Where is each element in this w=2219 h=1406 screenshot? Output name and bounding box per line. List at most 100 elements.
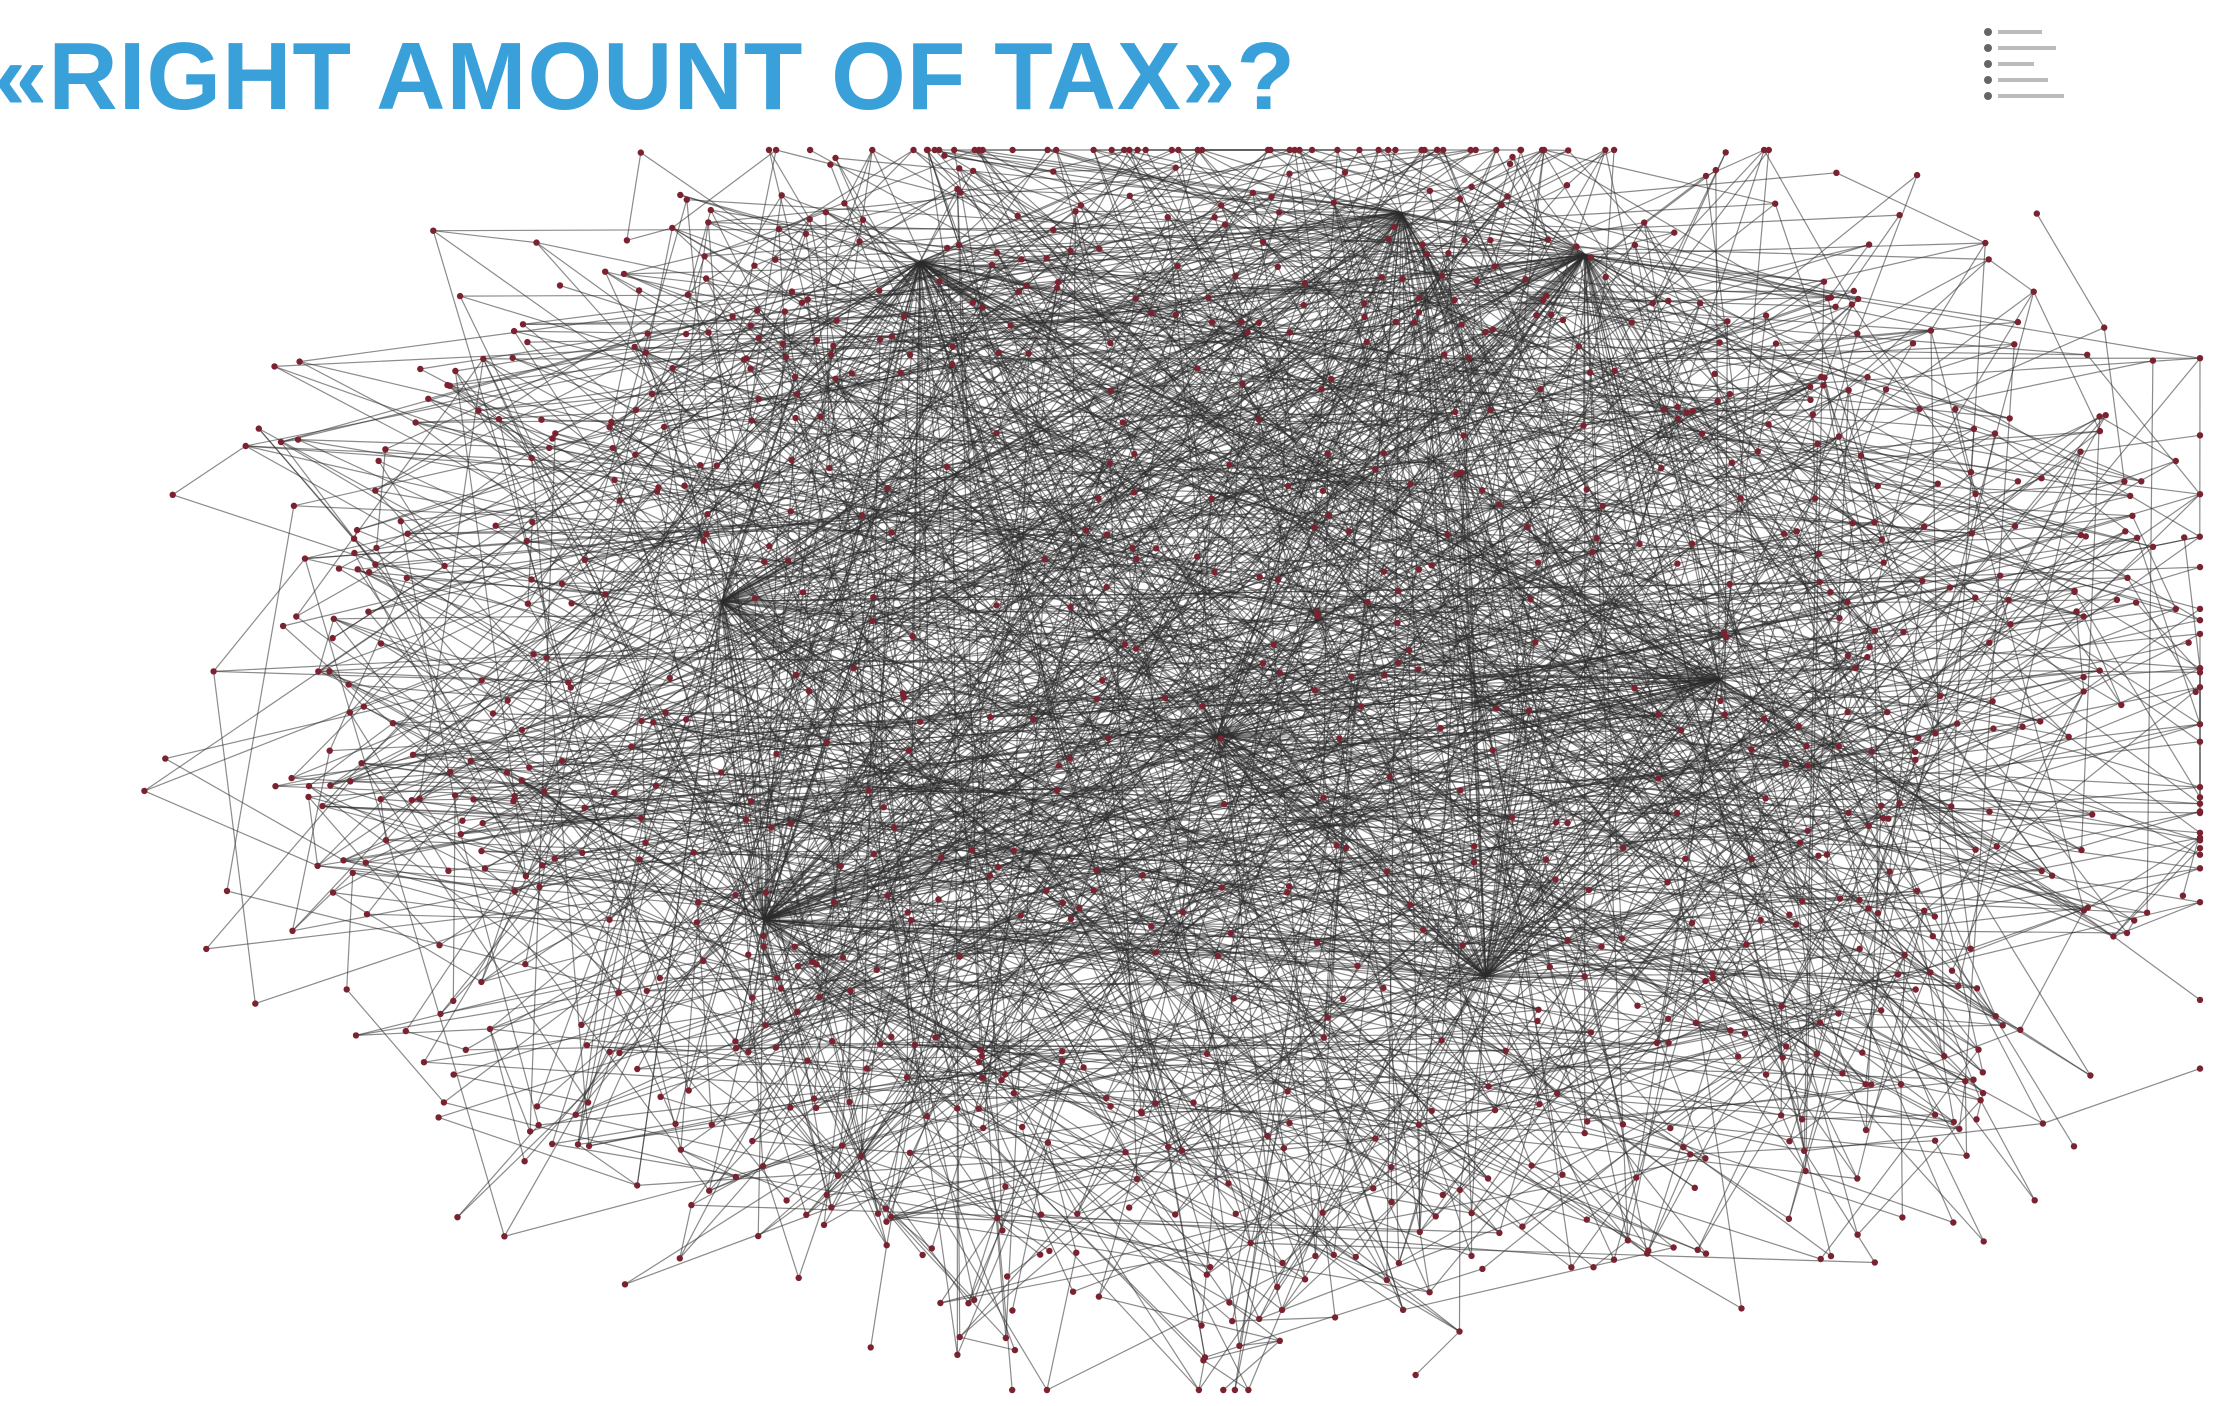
node <box>1793 921 1799 927</box>
node <box>860 217 866 223</box>
node <box>1419 241 1425 247</box>
node <box>1993 1013 1999 1019</box>
node <box>1009 147 1015 153</box>
node <box>773 751 779 757</box>
node <box>1485 1175 1491 1181</box>
node <box>1816 551 1822 557</box>
node <box>1699 430 1705 436</box>
node <box>1276 209 1282 215</box>
node <box>1807 384 1813 390</box>
node <box>697 462 703 468</box>
node <box>347 778 353 784</box>
node <box>2133 599 2139 605</box>
node <box>1547 964 1553 970</box>
node <box>633 407 639 413</box>
node <box>910 147 916 153</box>
node <box>1387 774 1393 780</box>
node <box>1209 319 1215 325</box>
node <box>1950 1219 1956 1225</box>
node <box>883 1219 889 1225</box>
node <box>2080 674 2086 680</box>
node <box>703 531 709 537</box>
node <box>329 635 335 641</box>
node <box>470 796 476 802</box>
node <box>1851 288 1857 294</box>
node <box>1198 1322 1204 1328</box>
node <box>858 1153 864 1159</box>
node <box>1313 609 1319 615</box>
node <box>695 899 701 905</box>
node <box>615 990 621 996</box>
node <box>1301 302 1307 308</box>
node <box>683 331 689 337</box>
node <box>1173 312 1179 318</box>
node <box>1507 161 1513 167</box>
node <box>1016 289 1022 295</box>
node <box>1096 246 1102 252</box>
node <box>704 511 710 517</box>
node <box>1302 280 1308 286</box>
node <box>956 165 962 171</box>
node <box>1485 1083 1491 1089</box>
node <box>1690 408 1696 414</box>
node <box>1070 1289 1076 1295</box>
node <box>1152 1100 1158 1106</box>
node <box>766 543 772 549</box>
node <box>450 998 456 1004</box>
node <box>807 147 813 153</box>
node <box>884 485 890 491</box>
node <box>293 613 299 619</box>
node <box>1044 147 1050 153</box>
node <box>1456 1328 1462 1334</box>
node <box>1781 530 1787 536</box>
node <box>1710 975 1716 981</box>
node <box>1602 147 1608 153</box>
node <box>1765 421 1771 427</box>
edge <box>358 569 569 682</box>
node <box>756 335 762 341</box>
node <box>608 419 614 425</box>
legend <box>1984 28 2064 100</box>
node <box>1060 900 1066 906</box>
node <box>1286 171 1292 177</box>
node <box>1165 214 1171 220</box>
node <box>330 889 336 895</box>
node <box>1729 460 1735 466</box>
node <box>1279 1260 1285 1266</box>
node <box>1689 540 1695 546</box>
node <box>1805 762 1811 768</box>
node <box>2121 478 2127 484</box>
node <box>1866 644 1872 650</box>
node <box>575 1141 581 1147</box>
edge <box>2100 417 2176 462</box>
node <box>1548 311 1554 317</box>
node <box>745 1049 751 1055</box>
node <box>851 665 857 671</box>
node <box>792 944 798 950</box>
node <box>565 679 571 685</box>
node <box>1207 1264 1213 1270</box>
node <box>1951 1119 1957 1125</box>
node <box>1173 165 1179 171</box>
node <box>803 231 809 237</box>
node <box>2138 478 2144 484</box>
node <box>979 1053 985 1059</box>
node <box>1175 147 1181 153</box>
node <box>1465 354 1471 360</box>
edge <box>214 559 305 672</box>
node <box>288 775 294 781</box>
node <box>436 942 442 948</box>
node <box>2040 1120 2046 1126</box>
node <box>954 1105 960 1111</box>
node <box>1009 1307 1015 1313</box>
node <box>611 477 617 483</box>
node <box>1844 599 1850 605</box>
node <box>1963 1153 1969 1159</box>
node <box>1836 743 1842 749</box>
node <box>1012 1347 1018 1353</box>
node <box>944 464 950 470</box>
edge <box>347 989 444 1102</box>
node <box>437 1011 443 1017</box>
node <box>1078 202 1084 208</box>
node <box>1783 1043 1789 1049</box>
